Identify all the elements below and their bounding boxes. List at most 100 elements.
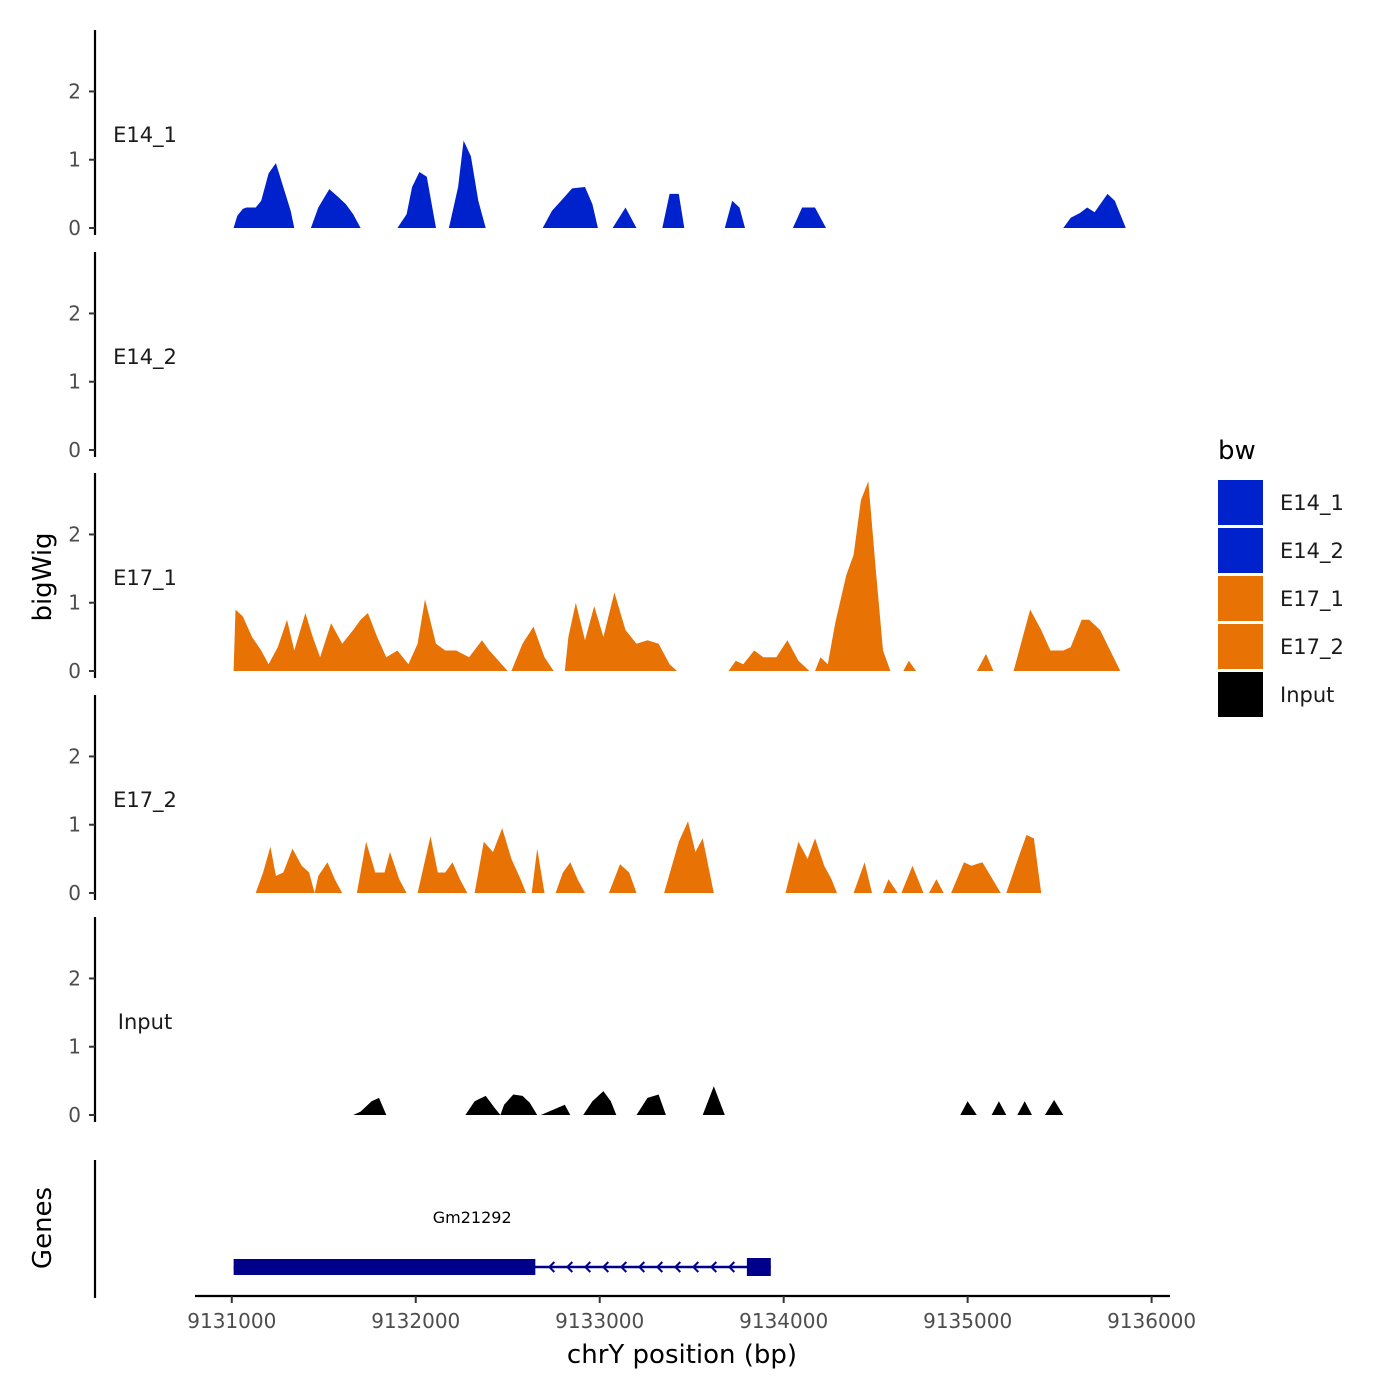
coverage-peak bbox=[662, 193, 685, 228]
strand-arrow bbox=[619, 1261, 628, 1273]
track-e17-1: 0 1 2 E17_1 bbox=[68, 473, 1121, 683]
coverage-peak bbox=[728, 640, 810, 671]
coverage-peak bbox=[1044, 1100, 1064, 1115]
coverage-peak bbox=[901, 865, 924, 893]
strand-arrow bbox=[709, 1261, 718, 1273]
coverage-peak bbox=[500, 1094, 538, 1115]
coverage-peak bbox=[314, 862, 343, 893]
strand-arrow bbox=[673, 1261, 682, 1273]
genes-axis-title: Genes bbox=[28, 1187, 58, 1269]
coverage-peak bbox=[356, 841, 407, 893]
legend-label: E14_2 bbox=[1280, 539, 1344, 564]
coverage-peak bbox=[724, 200, 745, 228]
coverage-peak bbox=[417, 836, 468, 893]
legend-item-input: Input bbox=[1218, 672, 1334, 717]
legend-item-e17-2: E17_2 bbox=[1218, 624, 1344, 669]
coverage-peak bbox=[448, 140, 486, 228]
y-tick-label: 2 bbox=[68, 966, 81, 990]
track-label: E14_1 bbox=[113, 123, 177, 148]
y-tick-label: 0 bbox=[68, 216, 81, 240]
y-tick-label: 1 bbox=[68, 813, 81, 837]
coverage-peak bbox=[1006, 835, 1042, 893]
legend-label: E14_1 bbox=[1280, 491, 1344, 516]
coverage-peak bbox=[664, 821, 714, 893]
coverage-peak bbox=[929, 879, 944, 893]
track-e17-2: 0 1 2 E17_2 bbox=[68, 695, 1042, 905]
coverage-peak bbox=[903, 660, 917, 671]
coverage-peak bbox=[564, 592, 677, 671]
coverage-peak bbox=[1013, 609, 1121, 671]
coverage-peak bbox=[636, 1094, 666, 1115]
legend-label: E17_2 bbox=[1280, 635, 1344, 660]
y-tick-label: 2 bbox=[68, 301, 81, 325]
legend: bw E14_1 E14_2 E17_1 E17_2 Input bbox=[1218, 436, 1344, 717]
track-label: E17_2 bbox=[113, 788, 177, 813]
y-tick-label: 2 bbox=[68, 79, 81, 103]
y-axis-title: bigWig bbox=[28, 532, 58, 621]
y-tick-label: 2 bbox=[68, 744, 81, 768]
strand-arrow bbox=[565, 1261, 574, 1273]
x-tick-label: 9136000 bbox=[1107, 1309, 1196, 1333]
x-tick-label: 9133000 bbox=[555, 1309, 644, 1333]
y-tick-label: 1 bbox=[68, 148, 81, 172]
strand-arrow bbox=[601, 1261, 610, 1273]
coverage-tracks: 0 1 2 E14_1 0 1 2 E14_2 0 1 2 E17_1 0 1 2 E17_2 0 1 2 Input bbox=[68, 30, 1126, 1127]
coverage-peak bbox=[951, 862, 1001, 893]
coverage-peak bbox=[976, 653, 994, 671]
legend-swatch bbox=[1218, 624, 1263, 669]
coverage-peak bbox=[612, 207, 637, 228]
coverage-peak bbox=[883, 879, 898, 893]
strand-arrow bbox=[727, 1261, 736, 1273]
track-e14-2: 0 1 2 E14_2 bbox=[68, 252, 177, 462]
strand-arrow bbox=[637, 1261, 646, 1273]
legend-swatch bbox=[1218, 576, 1263, 621]
x-tick-label: 9134000 bbox=[739, 1309, 828, 1333]
coverage-peak bbox=[702, 1086, 725, 1115]
y-tick-label: 0 bbox=[68, 438, 81, 462]
y-tick-label: 0 bbox=[68, 1103, 81, 1127]
coverage-peak bbox=[511, 626, 554, 671]
track-e14-1: 0 1 2 E14_1 bbox=[68, 30, 1126, 240]
track-label: Input bbox=[118, 1010, 172, 1034]
track-label: E17_1 bbox=[113, 566, 177, 591]
x-axis: 9131000 9132000 9133000 9134000 9135000 91360… bbox=[187, 1294, 1196, 1333]
legend-item-e17-1: E17_1 bbox=[1218, 576, 1344, 621]
coverage-peak bbox=[792, 207, 826, 228]
coverage-peak bbox=[474, 828, 527, 893]
track-input: 0 1 2 Input bbox=[68, 917, 1064, 1127]
legend-title: bw bbox=[1218, 436, 1256, 466]
coverage-peak bbox=[555, 862, 585, 893]
coverage-peak bbox=[255, 846, 315, 893]
coverage-peak bbox=[310, 189, 361, 228]
y-tick-label: 0 bbox=[68, 659, 81, 683]
x-tick-label: 9135000 bbox=[923, 1309, 1012, 1333]
coverage-peak bbox=[1063, 193, 1126, 228]
coverage-peak bbox=[465, 1095, 501, 1115]
coverage-peak bbox=[540, 1104, 571, 1115]
x-axis-title: chrY position (bp) bbox=[567, 1340, 797, 1370]
coverage-peak bbox=[233, 599, 508, 671]
gene-label: Gm21292 bbox=[433, 1208, 512, 1227]
track-label: E14_2 bbox=[113, 345, 177, 370]
gene-gm21292: Gm21292 bbox=[233, 1208, 771, 1276]
x-tick-label: 9132000 bbox=[371, 1309, 460, 1333]
coverage-peak bbox=[608, 864, 637, 893]
strand-arrow bbox=[583, 1261, 592, 1273]
legend-label: E17_1 bbox=[1280, 587, 1344, 612]
coverage-peak bbox=[531, 848, 545, 893]
coverage-peak bbox=[1017, 1101, 1032, 1115]
strand-arrow bbox=[547, 1261, 556, 1273]
y-tick-label: 1 bbox=[68, 1035, 81, 1059]
coverage-peak bbox=[353, 1097, 387, 1115]
legend-label: Input bbox=[1280, 683, 1334, 707]
x-tick-label: 9131000 bbox=[187, 1309, 276, 1333]
coverage-peak bbox=[853, 862, 872, 893]
coverage-peak bbox=[991, 1101, 1007, 1115]
coverage-peak bbox=[233, 163, 295, 228]
gene-exon bbox=[233, 1259, 536, 1275]
legend-swatch bbox=[1218, 528, 1263, 573]
legend-swatch bbox=[1218, 480, 1263, 525]
coverage-peak bbox=[785, 838, 837, 893]
legend-swatch bbox=[1218, 672, 1263, 717]
